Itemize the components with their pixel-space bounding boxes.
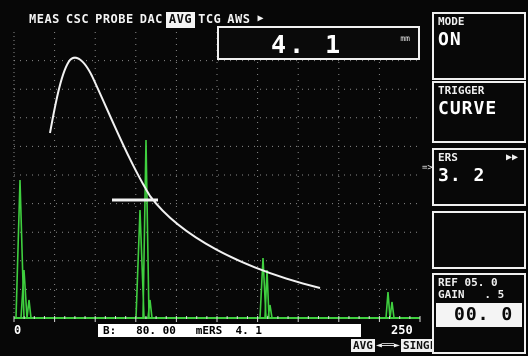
avg-curve [49, 56, 321, 289]
ers-panel[interactable]: ERS ▶▶ => 3. 2 [422, 148, 526, 206]
menu-item-meas[interactable]: MEAS [29, 12, 60, 26]
bottom-mode-indicator[interactable]: AVG ◄══► SINGLE [351, 339, 445, 352]
readout-value: 4. 1 [271, 30, 344, 59]
echo-spike [385, 291, 391, 319]
echo-spike [20, 269, 28, 319]
x-axis-start-label: 0 [14, 323, 22, 337]
x-axis-end-label: 250 [391, 323, 413, 337]
echo-spike [26, 299, 32, 319]
ref-value-line: REF 05. 0 [438, 276, 498, 289]
echo-spike [142, 139, 150, 319]
echo-spike [147, 299, 153, 319]
ers-next-arrow-icon[interactable]: ▶▶ [505, 152, 518, 163]
status-bar: B: 80. 00 mERS 4. 1 [98, 324, 361, 337]
echo-spike [267, 304, 273, 319]
menu-item-aws[interactable]: AWS [227, 12, 251, 26]
menu-more-arrow-icon[interactable]: ▶ [257, 13, 264, 24]
readout-unit: mm [400, 34, 410, 43]
gain-panel[interactable]: REF 05. 0 GAIN . 5 00. 0 [432, 273, 526, 354]
mode-panel-value: ON [438, 29, 462, 50]
gain-value-box: 00. 0 [436, 303, 522, 327]
gain-step-line: GAIN . 5 [438, 288, 505, 301]
menu-item-probe[interactable]: PROBE [95, 12, 134, 26]
top-menu: MEAS CSC PROBE DAC AVG TCG AWS ▶ [26, 12, 268, 28]
mode-avg-label: AVG [351, 339, 375, 352]
menu-item-tcg[interactable]: TCG [198, 12, 222, 26]
echo-spike [389, 301, 395, 319]
ers-marker-icon: => [422, 163, 433, 173]
measurement-readout: 4. 1 mm [217, 26, 420, 60]
echo-spike [135, 209, 145, 319]
echo-spike [15, 179, 25, 319]
plot-grid [13, 32, 420, 318]
echo-spike [264, 269, 270, 319]
trigger-panel[interactable]: TRIGGER CURVE [432, 81, 526, 143]
gain-value: 00. 0 [454, 304, 514, 325]
menu-item-csc[interactable]: CSC [65, 12, 90, 26]
trigger-panel-value: CURVE [438, 98, 498, 119]
axis-ticks [13, 316, 421, 322]
mode-toggle-arrow-icon: ◄══► [375, 340, 400, 351]
echo-signals [15, 139, 395, 319]
menu-item-avg[interactable]: AVG [165, 12, 196, 28]
menu-item-dac[interactable]: DAC [139, 12, 163, 26]
trigger-panel-title: TRIGGER [438, 84, 485, 97]
mode-panel-title: MODE [438, 15, 465, 28]
mode-panel[interactable]: MODE ON [432, 12, 526, 80]
echo-spike [259, 257, 267, 319]
ers-panel-value: 3. 2 [438, 165, 486, 186]
ers-panel-title: ERS [438, 151, 458, 164]
empty-panel[interactable] [432, 211, 526, 269]
